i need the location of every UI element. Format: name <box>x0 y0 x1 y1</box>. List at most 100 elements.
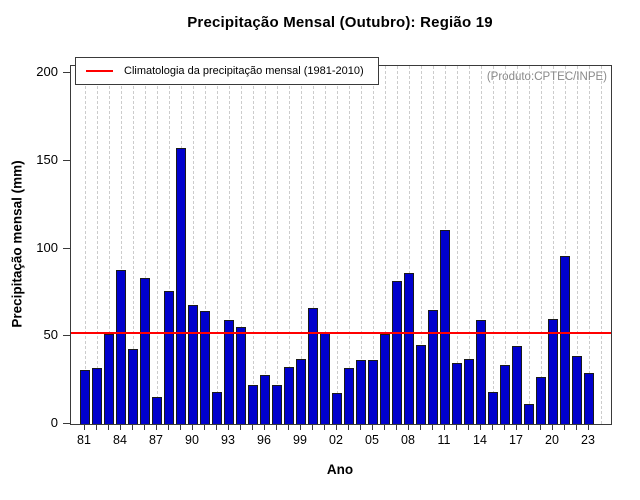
x-tick-label: 05 <box>365 433 379 447</box>
gridline <box>433 66 434 424</box>
bar-1990 <box>188 305 198 424</box>
gridline <box>121 66 122 424</box>
x-tick <box>432 424 433 430</box>
bar-2021 <box>560 256 570 424</box>
x-tick-label: 23 <box>581 433 595 447</box>
gridline <box>553 66 554 424</box>
x-tick <box>516 424 517 430</box>
gridline <box>385 66 386 424</box>
bar-2018 <box>524 404 534 424</box>
x-tick <box>396 424 397 430</box>
legend: Climatologia da precipitação mensal (198… <box>75 57 379 85</box>
x-tick <box>504 424 505 430</box>
bar-2015 <box>488 392 498 424</box>
y-tick-label: 150 <box>36 152 58 167</box>
gridline <box>541 66 542 424</box>
x-tick <box>444 424 445 430</box>
x-tick <box>96 424 97 430</box>
bar-2008 <box>404 273 414 424</box>
y-tick <box>63 335 70 336</box>
bar-1996 <box>260 375 270 424</box>
bar-2005 <box>368 360 378 424</box>
gridline <box>277 66 278 424</box>
gridline <box>157 66 158 424</box>
bar-2013 <box>464 359 474 424</box>
gridline <box>145 66 146 424</box>
gridline <box>85 66 86 424</box>
y-tick-label: 0 <box>50 415 58 430</box>
gridline <box>265 66 266 424</box>
x-axis-title: Ano <box>326 462 354 477</box>
x-tick <box>564 424 565 430</box>
x-tick-label: 08 <box>401 433 415 447</box>
bar-1987 <box>152 397 162 424</box>
x-tick <box>84 424 85 430</box>
bar-1981 <box>80 370 90 424</box>
bar-1985 <box>128 349 138 424</box>
gridline <box>289 66 290 424</box>
x-tick <box>552 424 553 430</box>
x-tick <box>240 424 241 430</box>
plot-area <box>70 65 612 425</box>
x-tick <box>420 424 421 430</box>
bar-1988 <box>164 291 174 424</box>
bar-2019 <box>536 377 546 424</box>
chart-title: Precipitação Mensal (Outubro): Região 19 <box>187 14 493 31</box>
gridline <box>217 66 218 424</box>
y-tick-label: 200 <box>36 64 58 79</box>
bar-1992 <box>212 392 222 424</box>
x-tick-label: 87 <box>149 433 163 447</box>
gridline <box>397 66 398 424</box>
bar-2006 <box>380 334 390 424</box>
bar-2011 <box>440 230 450 424</box>
gridline <box>325 66 326 424</box>
x-tick <box>576 424 577 430</box>
x-tick-label: 17 <box>509 433 523 447</box>
x-tick <box>408 424 409 430</box>
x-tick <box>492 424 493 430</box>
bar-2000 <box>308 308 318 424</box>
bar-1984 <box>116 270 126 424</box>
x-tick <box>300 424 301 430</box>
x-tick <box>156 424 157 430</box>
y-tick <box>63 248 70 249</box>
bar-1999 <box>296 359 306 424</box>
x-tick <box>528 424 529 430</box>
bar-1995 <box>248 385 258 424</box>
y-axis-title: Precipitação mensal (mm) <box>9 160 25 328</box>
bar-1989 <box>176 148 186 424</box>
bar-1983 <box>104 334 114 424</box>
y-tick <box>63 160 70 161</box>
y-tick-label: 50 <box>43 327 58 342</box>
x-tick <box>540 424 541 430</box>
gridline <box>481 66 482 424</box>
x-tick <box>360 424 361 430</box>
x-tick-label: 90 <box>185 433 199 447</box>
x-tick-label: 93 <box>221 433 235 447</box>
x-tick <box>324 424 325 430</box>
x-tick-label: 14 <box>473 433 487 447</box>
gridline <box>601 66 602 424</box>
bar-2001 <box>320 333 330 424</box>
gridline <box>133 66 134 424</box>
x-tick <box>480 424 481 430</box>
x-tick <box>456 424 457 430</box>
x-tick-label: 11 <box>437 433 451 447</box>
y-axis-title-wrap: Precipitação mensal (mm) <box>6 65 28 423</box>
gridline <box>109 66 110 424</box>
bar-2009 <box>416 345 426 424</box>
gridline <box>577 66 578 424</box>
bar-2007 <box>392 281 402 424</box>
y-tick-label: 100 <box>36 240 58 255</box>
bar-2023 <box>584 373 594 424</box>
bar-2010 <box>428 310 438 424</box>
y-tick <box>63 423 70 424</box>
gridline <box>469 66 470 424</box>
bar-2020 <box>548 319 558 424</box>
bar-2016 <box>500 365 510 424</box>
x-tick <box>144 424 145 430</box>
x-tick <box>192 424 193 430</box>
x-tick <box>336 424 337 430</box>
gridline <box>229 66 230 424</box>
bar-2014 <box>476 320 486 424</box>
